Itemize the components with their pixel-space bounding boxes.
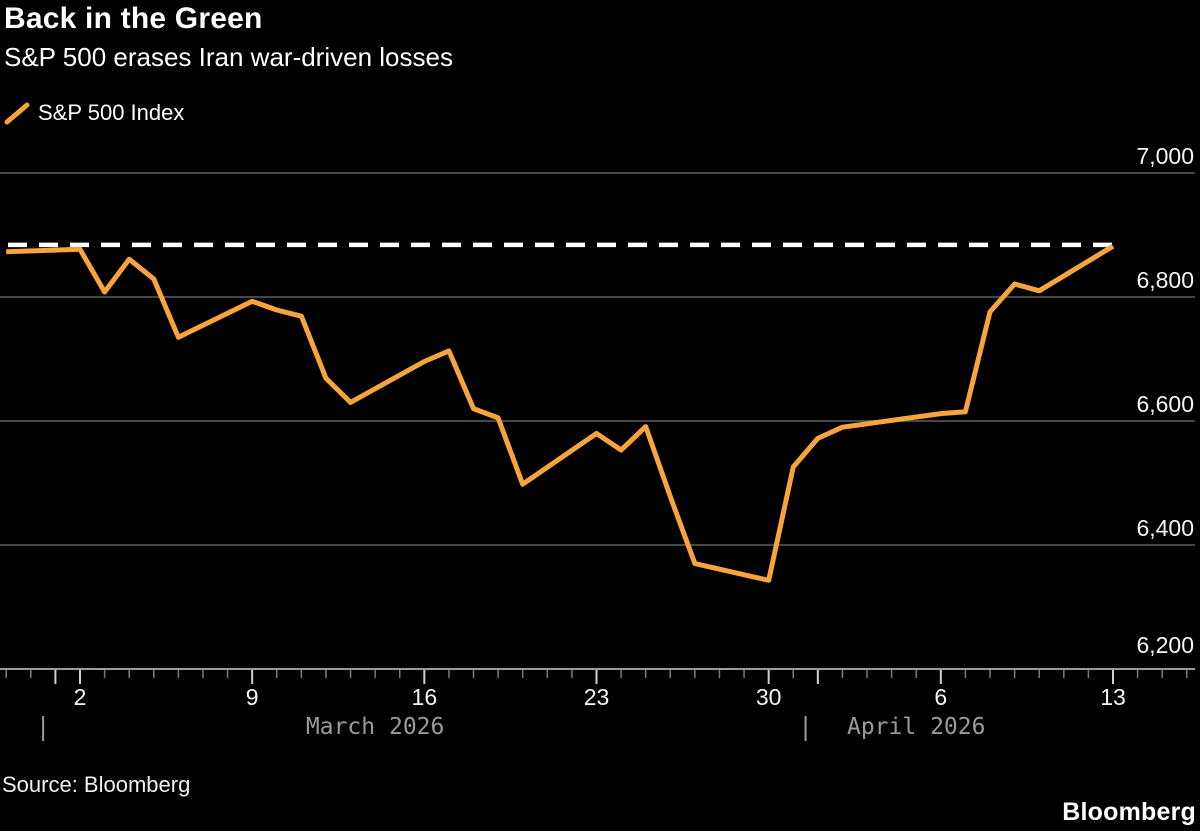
month-label: April 2026 bbox=[847, 714, 985, 740]
chart-title: Back in the Green bbox=[4, 2, 263, 35]
x-tick-label: 23 bbox=[584, 684, 610, 710]
legend-label: S&P 500 Index bbox=[38, 100, 185, 125]
y-tick-label: 7,000 bbox=[1136, 143, 1194, 169]
x-tick-label: 13 bbox=[1100, 684, 1126, 710]
legend: S&P 500 Index bbox=[4, 99, 184, 127]
series-line bbox=[6, 244, 1115, 583]
legend-line-swatch-icon bbox=[4, 102, 30, 125]
x-tick-label: 16 bbox=[412, 684, 438, 710]
x-tick-label: 9 bbox=[246, 684, 259, 710]
bloomberg-logo: Bloomberg bbox=[1062, 798, 1196, 826]
source-note: Source: Bloomberg bbox=[2, 772, 191, 797]
chart-subtitle: S&P 500 erases Iran war-driven losses bbox=[4, 42, 453, 72]
x-tick-label: 30 bbox=[756, 684, 782, 710]
x-tick-label: 2 bbox=[74, 684, 87, 710]
y-tick-label: 6,400 bbox=[1136, 515, 1194, 541]
y-tick-label: 6,800 bbox=[1136, 267, 1194, 293]
y-tick-label: 6,600 bbox=[1136, 391, 1194, 417]
y-tick-label: 6,200 bbox=[1136, 632, 1194, 658]
month-label: March 2026 bbox=[306, 714, 444, 740]
x-tick-label: 6 bbox=[934, 684, 947, 710]
